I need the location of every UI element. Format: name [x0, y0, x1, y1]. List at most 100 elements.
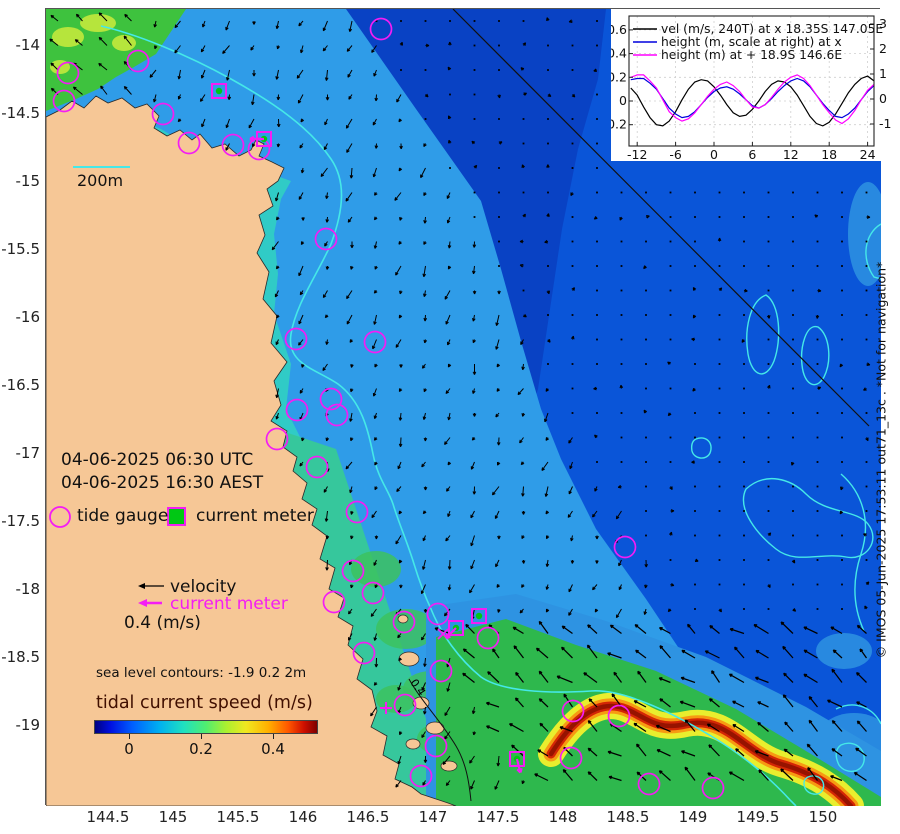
watermark-text: © IMOS 05-Jun-2025 17:53:11 out71_13c . …: [873, 261, 889, 659]
x-tick-label: 147: [418, 808, 448, 826]
svg-text:1: 1: [879, 66, 887, 81]
svg-text:-6: -6: [669, 147, 682, 161]
y-tick-label: -16: [15, 308, 41, 326]
current-meter-vector: [249, 135, 264, 143]
depth-scale-label: 200m: [77, 171, 124, 190]
inset-series: [630, 74, 874, 125]
current-meter-marker: [471, 608, 487, 624]
colorbar-tick-mark: [129, 734, 130, 739]
current-meter-markers: [211, 83, 525, 774]
velocity-arrow-icon: [138, 583, 164, 589]
current-meter-vector: [515, 758, 523, 774]
y-tick-label: -15: [15, 172, 41, 190]
x-tick-label: 146: [288, 808, 318, 826]
svg-text:3: 3: [879, 16, 887, 31]
tide-gauge-marker: [352, 641, 376, 665]
tide-gauge-marker: [701, 776, 725, 800]
tide-gauge-marker: [319, 387, 343, 411]
colorbar-tick-label: 0.2: [189, 740, 213, 758]
svg-text:24: 24: [860, 147, 876, 161]
tide-gauge-markers: [52, 17, 725, 800]
y-tick-label: -17: [15, 444, 41, 462]
svg-text:0.2: 0.2: [611, 69, 627, 84]
tide-gauge-marker: [613, 535, 637, 559]
landmass: [46, 95, 458, 806]
colorbar-tick-label: 0.4: [261, 740, 285, 758]
current-meter-marker: [509, 751, 525, 767]
x-tick-label: 145: [158, 808, 188, 826]
x-tick-label: 144.5: [86, 808, 130, 826]
x-tick-label: 148.5: [606, 808, 650, 826]
y-tick-label: -18.5: [1, 648, 40, 666]
tide-gauge-marker: [409, 764, 433, 788]
y-tick-label: -19: [15, 716, 41, 734]
current-meter-marker: [211, 83, 227, 99]
reef-contours: [690, 223, 881, 795]
y-tick-label: -14.5: [1, 104, 40, 122]
tide-gauge-marker: [426, 602, 450, 626]
depth-contour-sample-line: [73, 166, 130, 168]
tide-gauge-marker: [345, 500, 369, 524]
x-tick-label: 148: [548, 808, 578, 826]
tide-gauge-marker: [305, 455, 329, 479]
tide-gauge-marker: [284, 327, 308, 351]
tide-gauge-marker: [363, 330, 387, 354]
tide-gauge-marker: [177, 131, 201, 155]
tide-gauge-marker: [341, 559, 365, 583]
contour-200m: [100, 25, 797, 806]
inset-chart-panel: -12 -6 0 6 12 18 24 0.6 0.4 0.2 0 0.2 3 2 1 0 -1 vel (m/s…: [607, 9, 898, 162]
svg-text:18: 18: [821, 147, 837, 161]
svg-text:height (m) at + 18.9S 146.6E: height (m) at + 18.9S 146.6E: [661, 48, 842, 62]
colorbar-title: tidal current speed (m/s): [96, 693, 313, 713]
tide-gauge-marker: [56, 61, 80, 85]
colorbar-tick-mark: [273, 734, 274, 739]
tide-gauge-marker: [52, 89, 76, 113]
inset-series: [630, 75, 874, 127]
svg-text:6: 6: [748, 147, 756, 161]
svg-text:12: 12: [783, 147, 799, 161]
velocity-scale-label: 0.4 (m/s): [124, 613, 201, 633]
x-tick-label: 147.5: [476, 808, 520, 826]
y-tick-label: -14: [15, 36, 41, 54]
y-tick-label: -15.5: [1, 240, 40, 258]
y-tick-label: -16.5: [1, 376, 40, 394]
tide-gauge-marker: [361, 581, 385, 605]
tide-gauge-legend-label: tide gauge: [77, 506, 169, 526]
inset-timeseries-chart: -12 -6 0 6 12 18 24 0.6 0.4 0.2 0 0.2 3 2 1 0 -1 vel (m/s…: [607, 9, 898, 162]
x-tick-label: 150: [808, 808, 838, 826]
svg-text:-1: -1: [879, 116, 891, 131]
sea-level-contours-note: sea level contours: -1.9 0.2 2m: [96, 665, 307, 681]
tide-gauge-marker: [607, 704, 631, 728]
colorbar-tick-label: 0: [124, 740, 134, 758]
velocity-legend-label: velocity: [170, 577, 237, 597]
timestamp-utc: 04-06-2025 06:30 UTC: [61, 450, 254, 470]
tide-gauge-marker: [285, 398, 309, 422]
y-tick-label: -17.5: [1, 512, 40, 530]
tide-gauge-marker: [559, 746, 583, 770]
tide-gauge-marker: [429, 659, 453, 683]
tide-gauge-marker: [393, 693, 417, 717]
x-tick-label: 146.5: [346, 808, 390, 826]
tide-gauge-marker: [561, 699, 585, 723]
transect-line: [452, 9, 870, 427]
tide-gauge-marker: [265, 427, 289, 451]
y-tick-label: -18: [15, 580, 41, 598]
tide-gauge-legend-icon: [49, 506, 186, 528]
svg-text:2: 2: [879, 41, 887, 56]
x-tick-label: 145.5: [216, 808, 260, 826]
current-meter-marker: [448, 620, 464, 636]
svg-text:height (m, scale at right) at: height (m, scale at right) at x: [661, 35, 842, 49]
current-meter-arrow-icon: [138, 599, 162, 607]
tide-gauge-marker: [151, 102, 175, 126]
svg-text:0.6: 0.6: [611, 22, 627, 37]
velocity-arrows: [49, 12, 871, 790]
tide-gauge-marker: [221, 133, 245, 157]
svg-text:vel (m/s, 240T) at x 18.35S 14: vel (m/s, 240T) at x 18.35S 147.05E: [661, 22, 883, 36]
current-meter-arrow-label: current meter: [170, 594, 288, 614]
svg-text:0: 0: [619, 93, 627, 108]
svg-text:0: 0: [879, 91, 887, 106]
tide-gauge-marker: [314, 227, 338, 251]
plus-marker: [380, 702, 392, 714]
svg-text:0.2: 0.2: [611, 117, 627, 132]
